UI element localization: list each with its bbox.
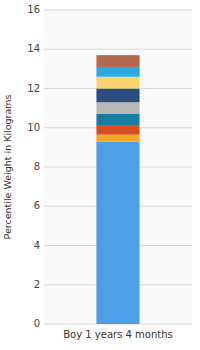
- y-tick-label: 6: [34, 200, 40, 211]
- y-tick-label: 14: [27, 43, 40, 54]
- chart-container: 0 2 4 6 8 10 12 14 16 Boy 1 years 4 months Percent…: [0, 0, 200, 350]
- bar-segment: [96, 126, 139, 135]
- grid-line: [44, 10, 192, 11]
- bar-segment: [96, 114, 139, 126]
- y-axis-label: Percentile Weight in Kilograms: [2, 94, 13, 239]
- y-grid: [44, 10, 192, 324]
- chart-svg: 0 2 4 6 8 10 12 14 16 Boy 1 years 4 months Percent…: [0, 0, 200, 350]
- bar-segment: [96, 67, 139, 77]
- y-tick-label: 12: [27, 83, 40, 94]
- y-tick-label: 10: [27, 122, 40, 133]
- y-tick-labels: 0 2 4 6 8 10 12 14 16: [27, 4, 40, 329]
- bar-segment: [96, 89, 139, 103]
- grid-line: [44, 49, 192, 50]
- bar-segment: [96, 135, 139, 142]
- y-tick-label: 8: [34, 161, 40, 172]
- x-tick-label: Boy 1 years 4 months: [63, 329, 173, 340]
- y-tick-label: 0: [34, 318, 40, 329]
- y-tick-label: 16: [27, 4, 40, 15]
- bar-segment: [96, 55, 139, 67]
- y-tick-label: 2: [34, 279, 40, 290]
- plot-background: [44, 10, 192, 324]
- bars: [96, 55, 139, 324]
- bar-segment: [96, 77, 139, 89]
- bar-segment: [96, 141, 139, 324]
- y-tick-label: 4: [34, 240, 40, 251]
- bar-segment: [96, 102, 139, 114]
